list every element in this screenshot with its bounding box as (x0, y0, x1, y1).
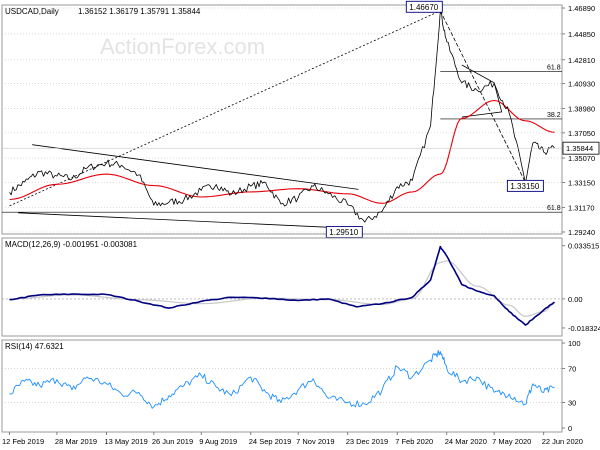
macd-panel-frame (1, 237, 563, 337)
moving-average-series (9, 99, 555, 204)
price-panel-frame (1, 4, 563, 235)
macd-signal-series (9, 260, 555, 317)
price-gridlines (2, 7, 562, 233)
x-tick-label: 23 Dec 2019 (346, 437, 389, 446)
current-price-box (562, 141, 600, 155)
symbol-label: USDCAD,Daily (5, 7, 59, 16)
price-y-tick-label: 1.35070 (568, 154, 595, 163)
rsi-level-lines (2, 368, 562, 403)
macd-panel: MACD(12,26,9) -0.001951 -0.003081 0.0335… (1, 237, 600, 337)
price-y-tick-label: 1.42810 (568, 56, 595, 65)
x-tick-label: 7 May 2020 (492, 437, 531, 446)
x-tick-label: 9 Aug 2019 (199, 437, 237, 446)
current-price-label: 1.35844 (566, 144, 593, 153)
x-tick-label: 26 Jun 2019 (152, 437, 193, 446)
macd-y-tick-label: -0.018324 (568, 324, 600, 333)
price-y-tick-label: 1.29240 (568, 228, 595, 237)
rsi-panel-frame (1, 339, 563, 433)
trendlines (9, 10, 526, 229)
rsi-label: RSI(14) 47.6321 (5, 342, 64, 351)
triangle-pattern (461, 64, 503, 118)
price-y-axis: 1.46890 1.44850 1.42810 1.40930 1.38980 1.370… (562, 4, 595, 237)
rsi-series (9, 349, 555, 409)
price-series (9, 10, 555, 223)
trendline (18, 212, 357, 229)
x-tick-label: 22 Jun 2020 (542, 437, 583, 446)
trendline (9, 10, 441, 207)
x-tick-label: 7 Nov 2019 (296, 437, 334, 446)
price-annotation-label: 1.33150 (510, 182, 539, 191)
rsi-y-axis: 100 70 30 0 (562, 339, 581, 433)
price-line (9, 10, 555, 223)
price-annotation-box (405, 0, 443, 13)
rsi-y-tick-label: 70 (568, 365, 576, 374)
fibonacci-label: 61.8 (547, 205, 561, 212)
price-annotation-box (506, 179, 544, 192)
rsi-y-tick-label: 0 (568, 424, 572, 433)
watermark: ActionForex.com (100, 34, 265, 59)
price-y-tick-label: 1.33150 (568, 178, 595, 187)
price-y-tick-label: 1.37050 (568, 129, 595, 138)
rsi-line (9, 349, 555, 409)
rsi-y-tick-label: 100 (568, 339, 581, 348)
price-y-tick-label: 1.40930 (568, 80, 595, 89)
price-y-tick-label: 1.46890 (568, 4, 595, 13)
x-tick-label: 24 Sep 2019 (249, 437, 292, 446)
moving-average-line (9, 99, 555, 204)
fibonacci-label: 38.2 (547, 112, 561, 119)
x-tick-label: 24 Mar 2020 (445, 437, 487, 446)
trendline (439, 10, 526, 183)
price-y-tick-label: 1.44850 (568, 30, 595, 39)
x-tick-label: 13 May 2019 (104, 437, 147, 446)
macd-label: MACD(12,26,9) -0.001951 -0.003081 (5, 240, 138, 249)
x-tick-label: 28 Mar 2019 (55, 437, 97, 446)
macd-series (9, 245, 555, 326)
price-annotation-label: 1.46670 (409, 3, 438, 12)
macd-line (9, 245, 555, 326)
macd-y-tick-label: 0.00 (568, 295, 583, 304)
price-y-tick-label: 1.31170 (568, 204, 595, 213)
macd-signal-line (9, 260, 555, 317)
rsi-panel: RSI(14) 47.6321 100 70 30 0 (1, 339, 581, 433)
fibonacci-label: 61.8 (547, 64, 561, 71)
current-price-marker: 1.35844 (2, 141, 600, 155)
x-tick-label: 7 Feb 2020 (395, 437, 433, 446)
trendline (32, 144, 359, 190)
price-annotations: 1.46670 1.33150 1.29510 (325, 0, 544, 239)
x-axis: 12 Feb 2019 28 Mar 2019 13 May 2019 26 Jun … (2, 432, 583, 446)
price-annotation-label: 1.29510 (329, 228, 358, 237)
x-tick-label: 12 Feb 2019 (2, 437, 44, 446)
rsi-y-tick-label: 30 (568, 399, 576, 408)
price-panel: ActionForex.com USDCAD,Daily 1.36152 1.3… (1, 0, 600, 239)
ohlc-label: 1.36152 1.36179 1.35791 1.35844 (78, 7, 201, 16)
macd-y-tick-label: 0.033515 (568, 242, 599, 251)
price-y-tick-label: 1.38980 (568, 104, 595, 113)
